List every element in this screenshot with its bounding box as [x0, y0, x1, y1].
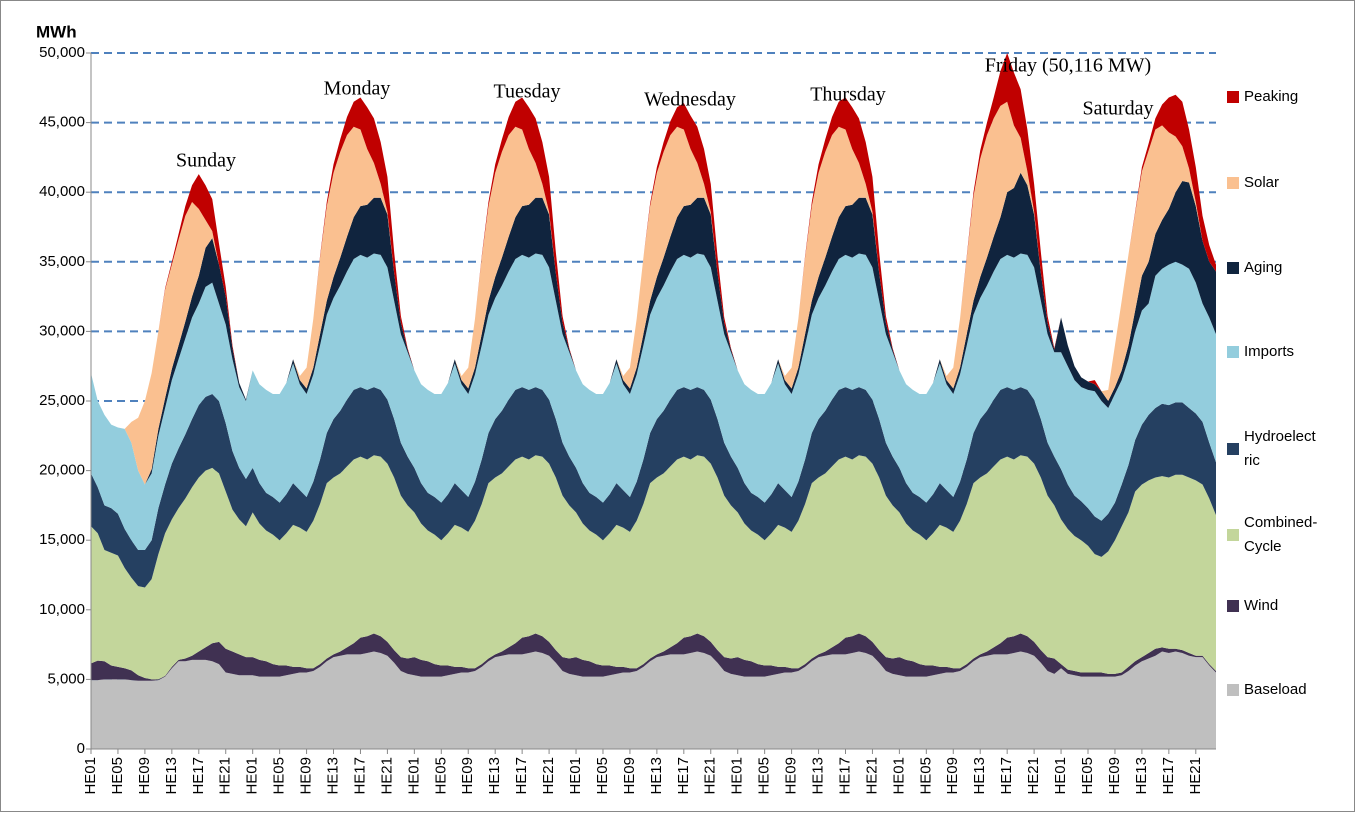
legend-label-box: Hydroelectric [1244, 428, 1316, 469]
x-tick-label: HE13 [486, 757, 503, 795]
legend-label-box: Aging [1244, 259, 1283, 276]
y-tick-label: 5,000 [47, 670, 85, 687]
x-tick-label: HE21 [1025, 757, 1042, 795]
x-tick-label: HE13 [1133, 757, 1150, 795]
legend-label: Baseload [1244, 681, 1307, 698]
legend-swatch [1227, 443, 1239, 455]
x-tick-label: HE05 [1079, 757, 1096, 795]
y-tick-label: 10,000 [39, 601, 85, 618]
x-tick-label: HE09 [783, 757, 800, 795]
x-tick-label: HE21 [1187, 757, 1204, 795]
x-tick-label: HE13 [163, 757, 180, 795]
x-tick-label: HE09 [621, 757, 638, 795]
legend-label-box: Imports [1244, 343, 1295, 360]
legend-swatch [1227, 262, 1239, 274]
x-tick-label: HE01 [567, 757, 584, 795]
area [91, 387, 1216, 588]
x-tick-label: HE21 [217, 757, 234, 795]
annotation: Friday (50,116 MW) [985, 55, 1151, 77]
area [91, 651, 1216, 749]
legend-label: Wind [1244, 597, 1279, 614]
legend-label: Combined-Cycle [1244, 514, 1318, 555]
x-tick-label: HE05 [756, 757, 773, 795]
x-tick-label: HE17 [190, 757, 207, 795]
area [91, 53, 1216, 429]
x-tick-label: HE17 [513, 757, 530, 795]
y-tick-label: 30,000 [39, 322, 85, 339]
legend-swatch [1227, 529, 1239, 541]
y-tick-label: 35,000 [39, 253, 85, 270]
annotation: Thursday [810, 84, 886, 106]
y-tick-label: 50,000 [39, 44, 85, 61]
legend-label: Imports [1244, 343, 1295, 360]
legend-swatch [1227, 684, 1239, 696]
annotation: Tuesday [493, 81, 560, 103]
legend-swatch [1227, 91, 1239, 103]
area [91, 172, 1216, 485]
legend-label: Hydroelectric [1244, 428, 1316, 469]
x-tick-label: HE09 [136, 757, 153, 795]
x-tick-label: HE21 [540, 757, 557, 795]
x-tick-label: HE01 [890, 757, 907, 795]
legend-label: Aging [1244, 259, 1283, 276]
annotation: Sunday [176, 150, 236, 172]
x-tick-label: HE01 [1052, 757, 1069, 795]
legend-label-box: Combined-Cycle [1244, 514, 1318, 555]
x-tick-label: HE09 [298, 757, 315, 795]
x-tick-label: HE09 [1106, 757, 1123, 795]
area [91, 455, 1216, 680]
x-tick-label: HE13 [324, 757, 341, 795]
x-tick-label: HE01 [244, 757, 261, 795]
annotation: Saturday [1082, 98, 1153, 120]
y-tick-label: 20,000 [39, 462, 85, 479]
x-tick-label: HE09 [459, 757, 476, 795]
legend-label-box: Wind [1244, 597, 1279, 614]
legend-label-box: Peaking [1244, 88, 1299, 105]
y-tick-label: 25,000 [39, 392, 85, 409]
x-tick-label: HE01 [729, 757, 746, 795]
x-tick-label: HE01 [82, 757, 99, 795]
legend-label: Solar [1244, 174, 1280, 191]
x-tick-label: HE17 [675, 757, 692, 795]
y-tick-label: 15,000 [39, 531, 85, 548]
x-tick-label: HE21 [702, 757, 719, 795]
legend-swatch [1227, 177, 1239, 189]
y-tick-label: 40,000 [39, 183, 85, 200]
x-tick-label: HE01 [405, 757, 422, 795]
legend-label-box: Baseload [1244, 681, 1307, 698]
legend-label: Peaking [1244, 88, 1299, 105]
annotation: Wednesday [644, 89, 736, 111]
area [91, 633, 1216, 681]
x-tick-label: HE05 [271, 757, 288, 795]
x-tick-label: HE09 [944, 757, 961, 795]
x-tick-label: HE05 [109, 757, 126, 795]
x-tick-label: HE17 [836, 757, 853, 795]
x-tick-label: HE21 [378, 757, 395, 795]
x-tick-label: HE17 [351, 757, 368, 795]
x-tick-label: HE05 [594, 757, 611, 795]
x-tick-label: HE05 [432, 757, 449, 795]
annotation: Monday [324, 78, 391, 100]
legend-swatch [1227, 346, 1239, 358]
y-tick-label: 45,000 [39, 114, 85, 131]
x-tick-label: HE21 [863, 757, 880, 795]
y-axis-label: MWh [36, 22, 77, 41]
x-tick-label: HE13 [810, 757, 827, 795]
area [91, 253, 1216, 550]
y-tick-label: 0 [77, 740, 85, 757]
x-tick-label: HE05 [917, 757, 934, 795]
legend-swatch [1227, 600, 1239, 612]
x-tick-label: HE13 [971, 757, 988, 795]
x-tick-label: HE17 [998, 757, 1015, 795]
legend-label-box: Solar [1244, 174, 1280, 191]
x-tick-label: HE17 [1160, 757, 1177, 795]
area [91, 101, 1216, 485]
x-tick-label: HE13 [648, 757, 665, 795]
